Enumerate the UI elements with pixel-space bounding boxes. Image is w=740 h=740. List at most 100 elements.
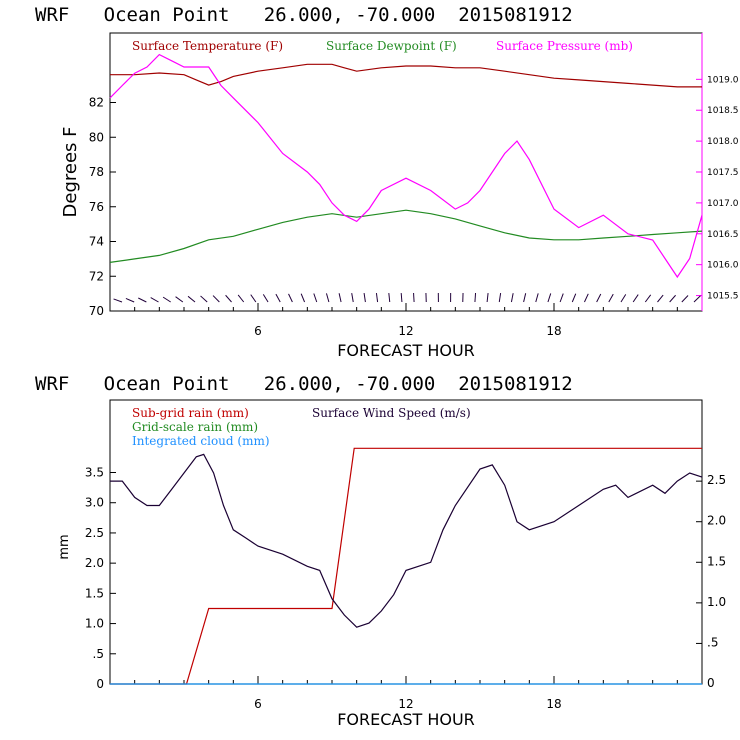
bot-series-surface-wind-speed-m-s <box>110 453 703 628</box>
bot-x-tick-label: 12 <box>398 697 413 711</box>
top-y2-tick-label: 1017.5 <box>707 168 739 178</box>
bot-y-tick-label: 1.0 <box>85 617 104 631</box>
bot-y2-tick-label: 2.5 <box>707 473 726 487</box>
bottom-x-axis: 6 12 18 <box>134 676 678 711</box>
top-x-tick-label: 6 <box>254 324 262 338</box>
wind-barb <box>187 295 196 303</box>
wind-barb <box>693 295 701 303</box>
bottom-y-axis: 0 .5 1.0 1.5 2.0 2.5 3.0 3.5 <box>85 466 116 691</box>
wind-barb <box>547 293 552 303</box>
wind-barb <box>413 292 415 303</box>
bot-y-tick-label: 1.5 <box>85 586 104 600</box>
top-y-tick-label: 78 <box>89 165 104 179</box>
bottom-x-axis-label: FORECAST HOUR <box>337 710 475 729</box>
wind-barb <box>608 293 614 303</box>
top-y2-tick-label: 1017.0 <box>707 199 739 209</box>
wind-barb <box>162 296 171 303</box>
top-y2-tick-label: 1015.5 <box>707 292 739 302</box>
legend-surface-dewpoint: Surface Dewpoint (F) <box>326 39 457 53</box>
wind-barb <box>620 294 627 303</box>
wind-barb <box>262 294 269 303</box>
bot-y2-tick-label: 1.0 <box>707 595 726 609</box>
top-x-tick-label: 18 <box>546 324 561 338</box>
bot-y2-tick-label: .5 <box>707 635 718 649</box>
top-y-axis-label: Degrees F <box>60 127 81 218</box>
wind-barb <box>681 295 689 303</box>
wind-barb <box>523 293 527 303</box>
wind-barb <box>596 293 602 303</box>
bottom-y-axis-label: mm <box>57 534 72 559</box>
legend-surface-temperature: Surface Temperature (F) <box>132 39 283 53</box>
bottom-chart-title: WRF Ocean Point 26.000, -70.000 20150819… <box>35 373 573 395</box>
wind-barb <box>400 292 403 303</box>
wind-barb <box>498 293 502 303</box>
wind-barb <box>510 293 514 303</box>
bot-x-tick-label: 18 <box>546 697 561 711</box>
wind-barb <box>237 294 245 303</box>
wind-barb <box>275 293 281 303</box>
top-y-tick-label: 74 <box>89 235 104 249</box>
wind-barb <box>644 294 652 303</box>
wind-barb <box>212 295 220 303</box>
bottom-right-y-axis: 0 .5 1.0 1.5 2.0 2.5 <box>696 473 726 690</box>
wind-barb <box>363 293 366 303</box>
wind-barb <box>200 295 208 303</box>
bot-y-tick-label: .5 <box>93 647 104 661</box>
wind-barb <box>125 297 135 303</box>
bot-y-tick-label: 3.5 <box>85 466 104 480</box>
wind-barb <box>338 293 342 303</box>
legend-integrated-cloud: Integrated cloud (mm) <box>132 434 270 448</box>
top-chart-title: WRF Ocean Point 26.000, -70.000 20150819… <box>35 4 573 26</box>
wind-barb <box>150 297 159 303</box>
top-y-tick-label: 80 <box>89 130 104 144</box>
top-y2-tick-label: 1018.5 <box>707 106 739 116</box>
wind-barb <box>175 296 184 303</box>
top-y2-tick-label: 1018.0 <box>707 137 739 147</box>
legend-gridscale-rain: Grid-scale rain (mm) <box>132 420 258 434</box>
top-y2-tick-label: 1016.0 <box>707 261 739 271</box>
wind-barb <box>138 297 147 303</box>
top-y-tick-label: 76 <box>89 200 104 214</box>
top-series-group <box>109 53 703 279</box>
bot-series-sub-grid-rain-mm <box>110 447 702 685</box>
bot-y2-tick-label: 1.5 <box>707 554 726 568</box>
wind-barb <box>225 294 232 303</box>
wind-barb <box>325 293 330 303</box>
legend-surface-wind-speed: Surface Wind Speed (m/s) <box>312 406 471 420</box>
legend-surface-pressure: Surface Pressure (mb) <box>496 39 633 53</box>
wind-barb <box>584 293 589 303</box>
top-plot-frame <box>109 32 703 312</box>
wind-barb <box>474 292 477 303</box>
wind-barb <box>388 292 391 303</box>
bottom-series-group <box>110 447 703 685</box>
wind-barb <box>313 293 318 303</box>
top-x-axis: 6 12 18 <box>134 303 678 338</box>
bot-y-tick-label: 2.0 <box>85 556 104 570</box>
legend-subgrid-rain: Sub-grid rain (mm) <box>132 406 249 420</box>
top-y-tick-label: 82 <box>89 96 104 110</box>
bot-y2-tick-label: 0 <box>707 676 715 690</box>
top-panel: WRF Ocean Point 26.000, -70.000 20150819… <box>35 4 739 360</box>
top-series-surface-pressure-mb <box>109 53 703 279</box>
wind-barb <box>288 293 293 303</box>
wind-barb <box>571 293 577 303</box>
top-y-tick-label: 72 <box>89 269 104 283</box>
bot-y-tick-label: 2.5 <box>85 526 104 540</box>
top-y-axis: 70 72 74 76 78 80 82 <box>89 96 116 318</box>
top-x-axis-label: FORECAST HOUR <box>337 341 475 360</box>
top-y2-tick-label: 1016.5 <box>707 230 739 240</box>
top-y-tick-label: 70 <box>89 304 104 318</box>
wind-barb <box>669 294 676 303</box>
wind-barb <box>113 298 123 303</box>
wind-barbs-row <box>113 292 701 303</box>
wind-barb <box>486 292 489 303</box>
wind-barb <box>250 294 257 303</box>
wind-barb <box>535 293 539 303</box>
wind-barb <box>632 294 639 303</box>
bottom-panel: WRF Ocean Point 26.000, -70.000 20150819… <box>35 373 726 729</box>
top-right-y-axis: 1015.5 1016.0 1016.5 1017.0 1017.5 1018.0 1018… <box>696 75 739 302</box>
bot-y-tick-label: 0 <box>96 677 104 691</box>
wind-barb <box>559 293 564 303</box>
bot-x-tick-label: 6 <box>254 697 262 711</box>
